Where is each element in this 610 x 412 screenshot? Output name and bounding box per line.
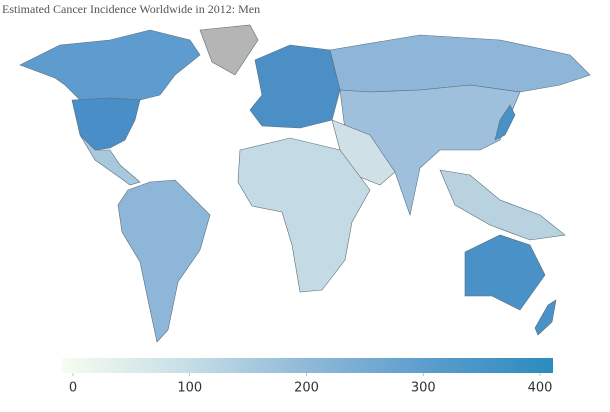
russia bbox=[329, 34, 591, 93]
japan bbox=[494, 104, 516, 141]
europe bbox=[249, 44, 341, 129]
colorbar bbox=[62, 358, 553, 373]
united-states bbox=[71, 97, 141, 151]
tick-label: 300 bbox=[411, 381, 436, 396]
southeast-asia bbox=[439, 169, 566, 241]
south-america bbox=[117, 179, 211, 343]
new-zealand bbox=[534, 299, 557, 336]
map-title: Estimated Cancer Incidence Worldwide in … bbox=[2, 2, 260, 16]
world-map bbox=[19, 24, 591, 343]
tick-label: 100 bbox=[177, 381, 202, 396]
colorbar-ticks: 0 100 200 300 400 bbox=[69, 373, 553, 396]
australia bbox=[464, 234, 546, 311]
tick-label: 0 bbox=[69, 381, 77, 396]
greenland bbox=[199, 24, 259, 76]
mexico-central-america bbox=[79, 134, 141, 186]
canada bbox=[19, 29, 201, 101]
tick-label: 200 bbox=[294, 381, 319, 396]
tick-label: 400 bbox=[528, 381, 553, 396]
africa bbox=[237, 137, 371, 293]
